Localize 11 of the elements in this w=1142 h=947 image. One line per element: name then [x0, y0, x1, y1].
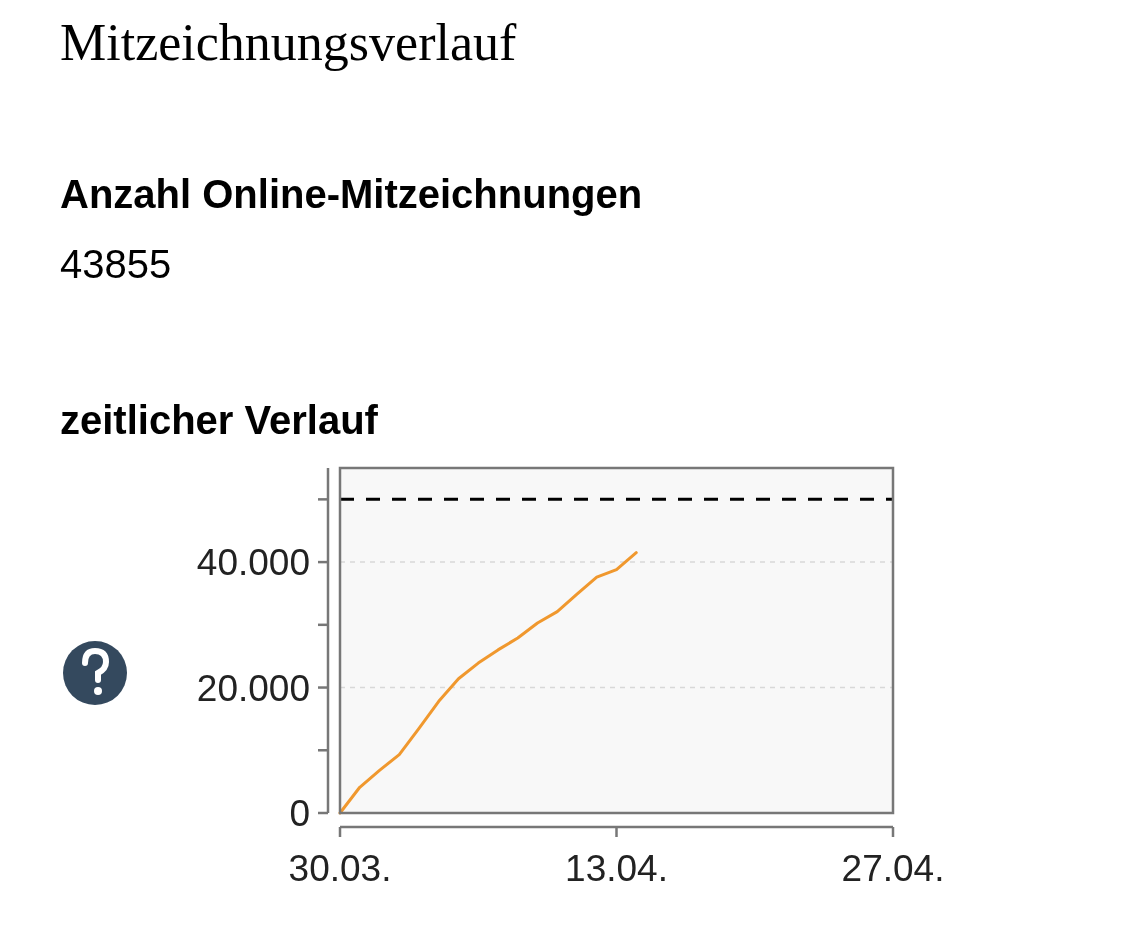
chart-subtitle: Anzahl Online-Mitzeichnungen — [60, 172, 643, 216]
chart-title: Mitzeichnungsverlauf — [60, 14, 517, 71]
x-tick-label: 27.04. — [841, 848, 945, 889]
y-tick-label: 40.000 — [196, 542, 310, 584]
text: zeitlicher Verlauf — [60, 398, 379, 442]
x-tick-label: 30.03. — [288, 848, 392, 889]
line-series — [338, 551, 638, 815]
y-tick-label: 20.000 — [196, 667, 310, 709]
y-tick-label: 0 — [289, 793, 310, 834]
text: 43855 — [60, 242, 172, 286]
x-tick-label: 13.04. — [565, 848, 668, 889]
